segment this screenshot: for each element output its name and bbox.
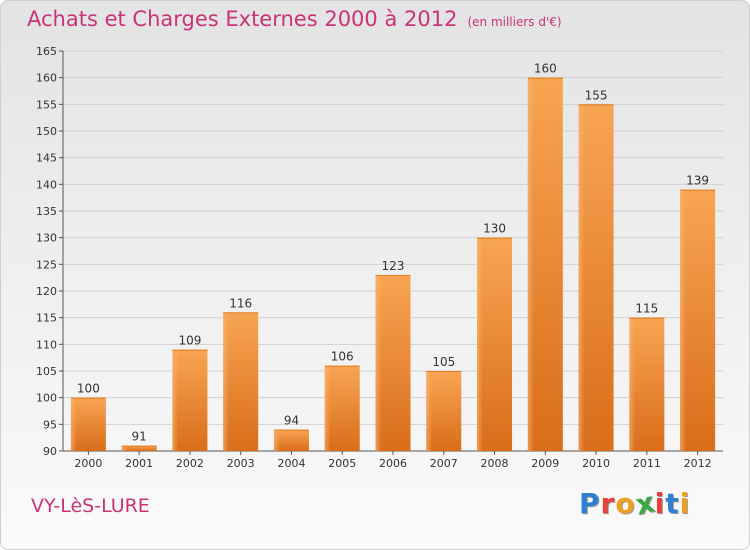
data-label-2011: 115 <box>635 302 658 316</box>
x-tick-label-2012: 2012 <box>684 457 712 470</box>
y-tick-label: 150 <box>36 125 57 138</box>
logo-letter: o <box>615 487 636 520</box>
data-label-2009: 160 <box>534 62 557 76</box>
y-tick-label: 115 <box>36 312 57 325</box>
y-tick-label: 155 <box>36 98 57 111</box>
bar-2001 <box>121 445 157 451</box>
data-label-2008: 130 <box>483 222 506 236</box>
y-tick-label: 90 <box>43 445 57 458</box>
data-label-2007: 105 <box>432 355 455 369</box>
bars <box>70 77 716 452</box>
y-tick-label: 130 <box>36 232 57 245</box>
data-label-2004: 94 <box>284 414 299 428</box>
bar-highlight <box>121 445 128 451</box>
x-tick-label-2001: 2001 <box>125 457 153 470</box>
logo-letter: P <box>579 487 601 520</box>
x-tick-label-2006: 2006 <box>379 457 407 470</box>
y-tick-label: 100 <box>36 392 57 405</box>
y-tick-label: 120 <box>36 285 57 298</box>
y-tick-label: 160 <box>36 72 57 85</box>
y-tick-label: 110 <box>36 338 57 351</box>
x-tick-label-2005: 2005 <box>328 457 356 470</box>
logo-letter: t <box>665 487 680 520</box>
data-label-2002: 109 <box>178 334 201 348</box>
logo-letter: r <box>600 487 616 520</box>
y-tick-label: 140 <box>36 178 57 191</box>
data-label-2010: 155 <box>585 88 608 102</box>
bar-highlight <box>223 312 230 451</box>
x-tick-label-2010: 2010 <box>582 457 610 470</box>
bar-highlight <box>680 189 687 451</box>
bar-highlight <box>477 237 484 451</box>
bar-highlight <box>426 371 433 451</box>
x-tick-label-2009: 2009 <box>531 457 559 470</box>
logo-letter: i <box>654 487 666 520</box>
bar-highlight <box>629 317 636 451</box>
data-labels: 100 91 109 116 94 106 123 105 130 160 155 115 139 <box>77 62 709 444</box>
x-tick-label-2004: 2004 <box>277 457 305 470</box>
bar-2004 <box>273 429 309 451</box>
y-tick-label: 135 <box>36 205 57 218</box>
bar-highlight <box>273 429 280 451</box>
x-tick-label-2003: 2003 <box>227 457 255 470</box>
data-label-2005: 106 <box>331 350 354 364</box>
y-tick-label: 105 <box>36 365 57 378</box>
y-tick-label: 125 <box>36 258 57 271</box>
data-label-2006: 123 <box>382 259 405 273</box>
x-tick-label-2011: 2011 <box>633 457 661 470</box>
x-tick-label-2007: 2007 <box>430 457 458 470</box>
data-label-2012: 139 <box>686 174 709 188</box>
bar-highlight <box>172 349 179 451</box>
data-label-2001: 91 <box>132 430 147 444</box>
chart-title: Achats et Charges Externes 2000 à 2012 (e… <box>27 7 562 31</box>
proxiti-logo: Proxiti <box>579 485 691 521</box>
bar-highlight <box>324 365 331 451</box>
chart-subtitle: (en milliers d'€) <box>467 15 562 29</box>
data-label-2003: 116 <box>229 296 252 310</box>
bar-highlight <box>70 397 77 451</box>
bar-highlight <box>527 77 534 452</box>
x-tick-label-2008: 2008 <box>481 457 509 470</box>
place-label: VY-LèS-LURE <box>31 495 150 517</box>
bar-highlight <box>578 104 585 451</box>
y-tick-label: 95 <box>43 418 57 431</box>
logo-letter: i <box>679 487 691 520</box>
x-tick-label-2002: 2002 <box>176 457 204 470</box>
x-tick-label-2000: 2000 <box>74 457 102 470</box>
bar-highlight <box>375 275 382 451</box>
data-label-2000: 100 <box>77 382 100 396</box>
y-tick-label: 145 <box>36 152 57 165</box>
y-tick-label: 165 <box>36 45 57 58</box>
